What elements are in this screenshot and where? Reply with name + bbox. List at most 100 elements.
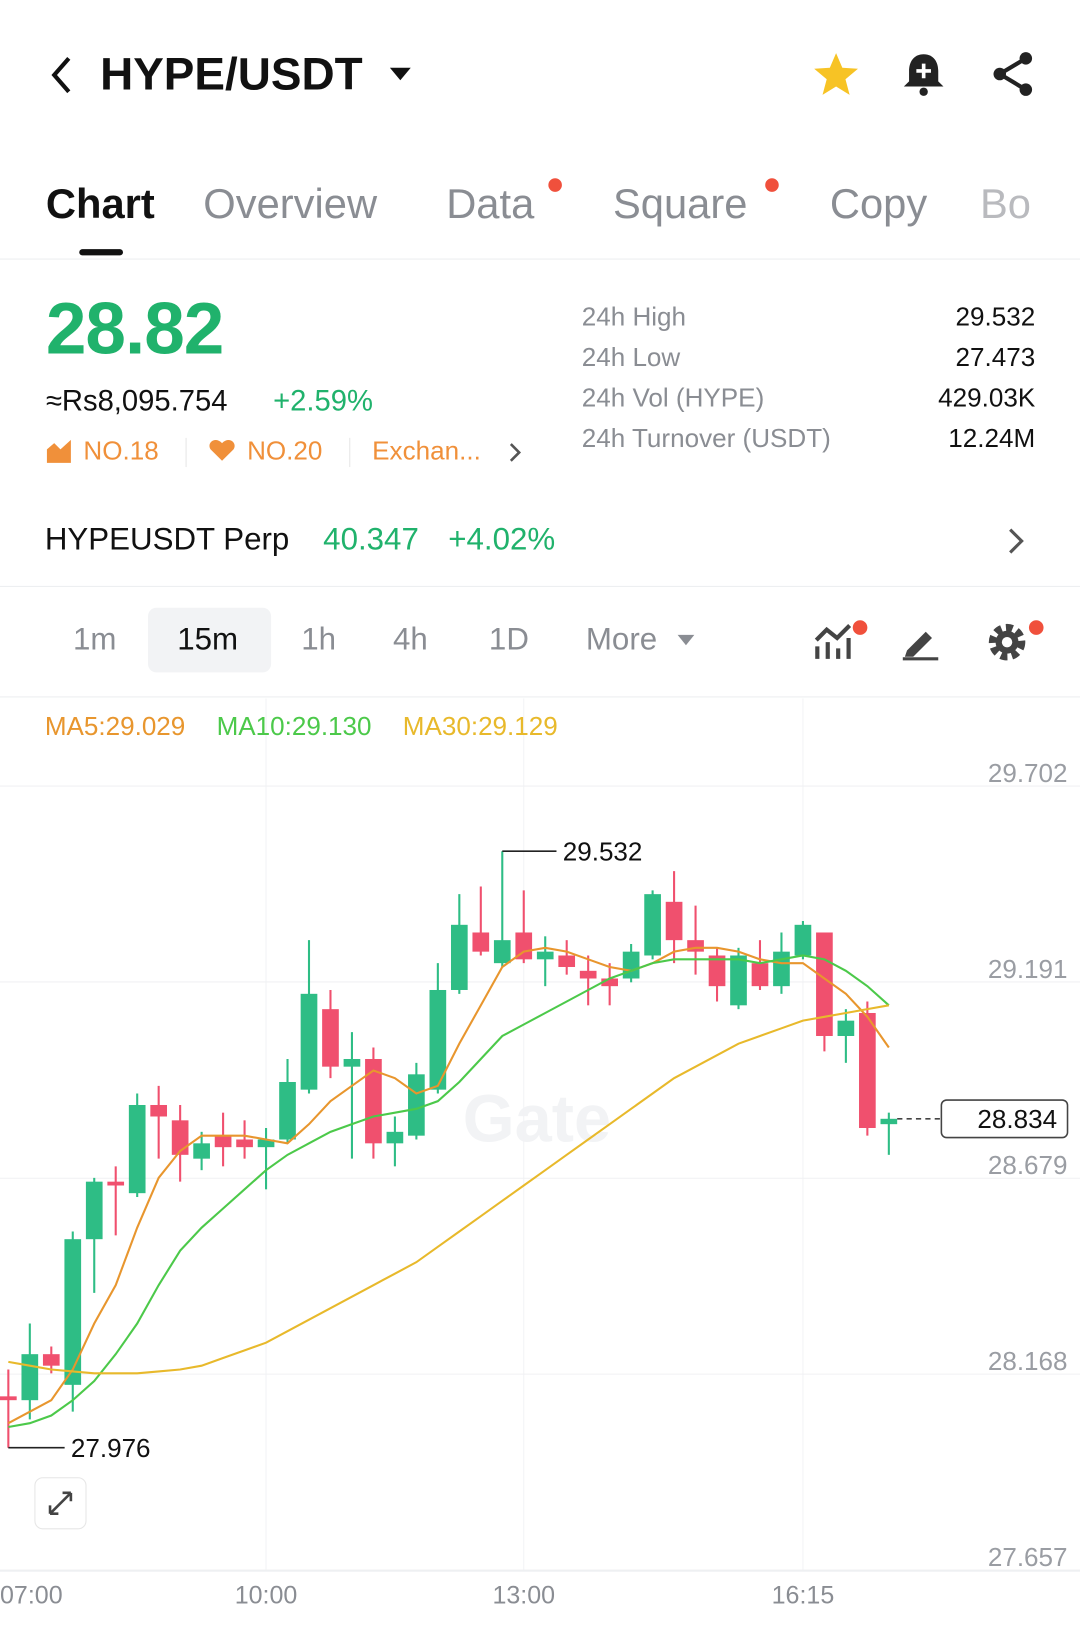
candle-body	[837, 1020, 855, 1036]
candle-body	[42, 1354, 60, 1366]
interval[interactable]: More	[585, 622, 658, 657]
exchange-link[interactable]: Exchan...	[372, 436, 481, 466]
back-button[interactable]	[46, 54, 77, 96]
tab[interactable]: Copy	[829, 181, 928, 228]
perp-name[interactable]: HYPEUSDT Perp	[44, 522, 290, 557]
divider	[0, 696, 1080, 698]
candle-body	[665, 901, 683, 941]
candle-body	[343, 1058, 361, 1067]
stat-value: 12.24M	[948, 424, 1036, 454]
candle-body	[0, 1396, 17, 1401]
fiat-price: ≈Rs8,095.754	[45, 384, 228, 417]
candle-body	[493, 940, 511, 964]
interval[interactable]: 1m	[72, 622, 117, 657]
last-price: 28.82	[45, 287, 224, 370]
rank-badge[interactable]: NO.18	[83, 436, 159, 466]
candle-body	[773, 951, 790, 987]
x-tick-label: 10:00	[235, 1581, 298, 1609]
tab[interactable]: Bo	[979, 181, 1031, 228]
interval[interactable]: 1D	[488, 622, 529, 657]
candle-body	[150, 1104, 168, 1117]
candle-body	[794, 924, 812, 956]
notification-dot	[765, 178, 779, 192]
candle-body	[880, 1118, 898, 1125]
candle-body	[193, 1143, 210, 1159]
tab[interactable]: Chart	[45, 181, 155, 228]
candle-body	[322, 1009, 339, 1067]
interval-selected-bg	[148, 607, 272, 673]
dropdown-arrow	[677, 634, 695, 646]
rank-icon	[46, 439, 71, 463]
perp-price: 40.347	[323, 522, 419, 557]
stat-value: 27.473	[955, 342, 1036, 373]
alert-bell[interactable]	[901, 50, 947, 98]
active-tab-indicator	[79, 249, 124, 256]
candle-body	[751, 963, 769, 987]
interval[interactable]: 1h	[301, 622, 337, 657]
candle-body	[730, 955, 747, 1006]
interval[interactable]: 4h	[393, 622, 428, 657]
pair-title[interactable]: HYPE/USDT	[100, 48, 363, 101]
candle-body	[536, 951, 554, 960]
chevron	[509, 443, 522, 462]
tab[interactable]: Data	[446, 181, 535, 228]
candle-body	[687, 940, 704, 952]
y-tick-label: 27.657	[988, 1542, 1068, 1572]
candle-body	[365, 1058, 382, 1144]
watermark: Gate	[463, 1083, 611, 1157]
ma-legend: MA30:29.129	[403, 711, 558, 741]
candle-body	[450, 924, 468, 990]
candle-body	[429, 989, 447, 1090]
candle-body	[859, 1012, 876, 1128]
candle-body	[816, 932, 833, 1036]
candle-body	[21, 1354, 39, 1401]
chevron[interactable]	[1005, 525, 1028, 556]
draw-button[interactable]	[901, 623, 941, 661]
ma-legend: MA5:29.029	[45, 711, 185, 741]
settings-button[interactable]	[988, 617, 1046, 663]
ma-line	[8, 1004, 890, 1375]
heart-icon	[209, 440, 235, 461]
current-price-label: 28.834	[977, 1104, 1057, 1134]
candle-body	[85, 1181, 103, 1240]
divider	[0, 258, 1080, 260]
low-label: 27.976	[71, 1433, 151, 1463]
candle-body	[644, 894, 661, 956]
candle-body	[107, 1181, 125, 1186]
interval[interactable]: 15m	[177, 622, 239, 657]
stat-label: 24h Turnover (USDT)	[581, 424, 831, 454]
favorite-star[interactable]	[811, 50, 861, 98]
candle-body	[279, 1081, 296, 1140]
fullscreen-button[interactable]	[34, 1477, 87, 1530]
x-tick-label: 13:00	[492, 1581, 555, 1609]
y-tick-label: 28.679	[988, 1150, 1068, 1180]
stat-value: 429.03K	[938, 383, 1036, 413]
indicator-button[interactable]	[813, 619, 871, 661]
x-tick-label: 07:00	[0, 1581, 63, 1609]
separator	[349, 437, 351, 468]
pair-dropdown[interactable]	[388, 65, 413, 84]
tab[interactable]: Square	[612, 181, 748, 228]
candle-body	[601, 978, 618, 987]
divider	[0, 585, 1080, 587]
candle-body	[214, 1135, 232, 1148]
y-tick-label: 29.702	[988, 758, 1068, 788]
separator	[185, 437, 187, 468]
stat-label: 24h Vol (HYPE)	[581, 383, 765, 413]
ma-line	[8, 954, 890, 1429]
rank-badge[interactable]: NO.20	[247, 436, 323, 466]
tab[interactable]: Overview	[203, 181, 378, 228]
stat-value: 29.532	[955, 302, 1036, 332]
candle-body	[408, 1074, 425, 1136]
candle-body	[579, 970, 597, 979]
high-label: 29.532	[563, 837, 643, 867]
share-button[interactable]	[990, 50, 1036, 98]
candle-body	[64, 1239, 82, 1385]
expand-icon	[48, 1491, 73, 1516]
candle-body	[708, 955, 726, 987]
price-change: +2.59%	[273, 384, 373, 417]
candle-body	[622, 951, 640, 979]
candle-body	[386, 1131, 404, 1144]
